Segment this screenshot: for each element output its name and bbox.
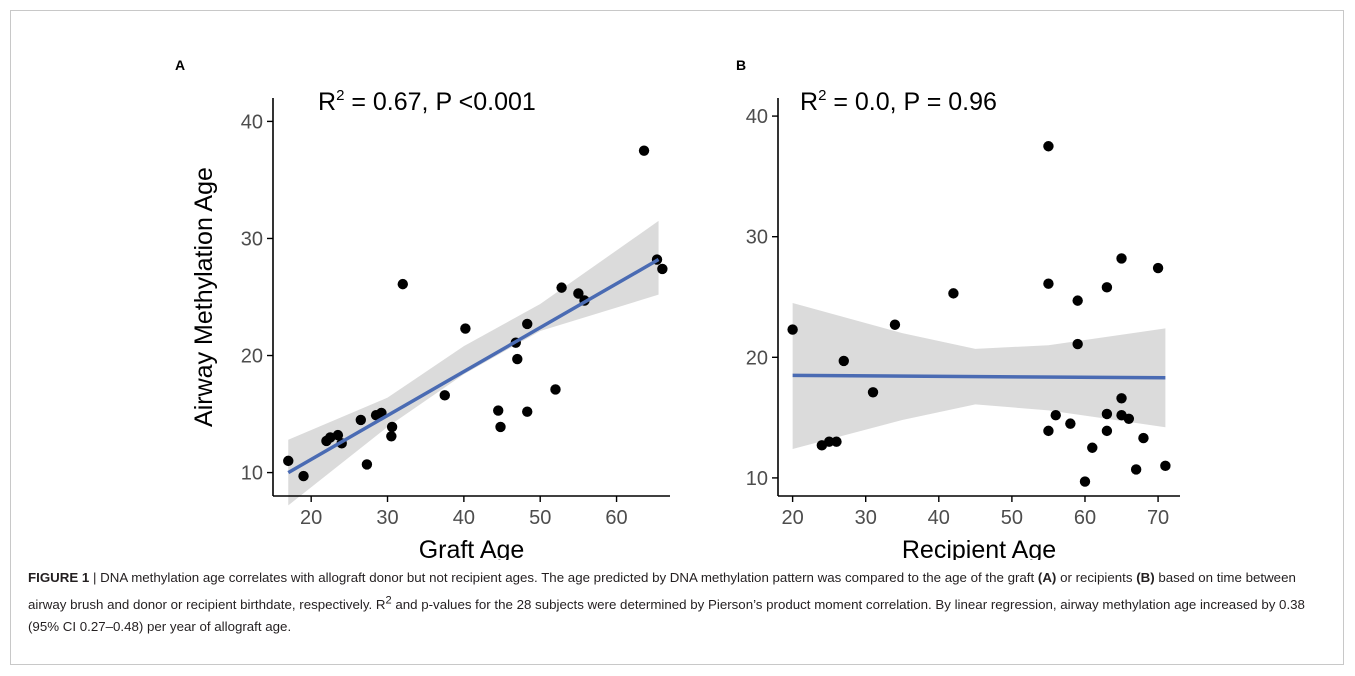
x-tick-label: 60 [1074, 507, 1096, 529]
figure-frame [10, 10, 1344, 665]
y-tick-label: 40 [241, 111, 263, 133]
data-point [1072, 338, 1083, 350]
data-point [1072, 295, 1083, 306]
data-point [1130, 464, 1142, 475]
x-tick-label: 20 [300, 507, 322, 529]
data-point [512, 353, 523, 365]
data-point [831, 436, 842, 447]
data-point [1043, 425, 1054, 437]
data-point [1087, 442, 1098, 453]
y-tick-label: 30 [746, 227, 768, 249]
data-point [522, 318, 533, 330]
data-point [948, 288, 959, 299]
data-point [638, 145, 650, 156]
x-tick-label: 30 [376, 507, 398, 529]
x-tick-label: 70 [1147, 507, 1169, 529]
data-point [889, 319, 901, 330]
data-point [355, 414, 366, 426]
data-point [386, 431, 397, 442]
data-point [1116, 253, 1127, 264]
x-tick-label: 30 [855, 507, 877, 529]
y-tick-label: 20 [241, 346, 263, 368]
data-point [460, 323, 471, 334]
data-point [1065, 418, 1076, 429]
data-point [439, 390, 450, 401]
y-tick-label: 10 [241, 463, 263, 485]
x-tick-label: 40 [453, 507, 475, 529]
x-tick-label: 50 [529, 507, 551, 529]
data-point [1050, 409, 1061, 421]
caption-lead: FIGURE 1 [28, 570, 90, 585]
data-point [787, 324, 798, 335]
regression-line [287, 258, 660, 475]
data-point [361, 459, 373, 470]
data-point [1152, 262, 1164, 274]
data-point [332, 429, 344, 441]
y-tick-label: 40 [746, 106, 768, 128]
stat-annotation: R2 = 0.67, P <0.001 [318, 87, 536, 116]
data-point [1116, 393, 1127, 404]
x-axis-title: Graft Age [419, 536, 525, 560]
panel-b: B 20 30 40 50 60 70 10 20 30 40 R2 = 0.0, P = 0.96 R… [736, 57, 1180, 560]
data-point [283, 455, 294, 467]
y-tick-label: 20 [746, 347, 768, 369]
y-tick-label: 10 [746, 468, 768, 490]
y-axis-title: Airway Methylation Age [190, 167, 218, 427]
panel-a: A 20 30 40 50 60 10 20 30 40 R2 = 0.67, P <0.001 Gr… [175, 57, 670, 560]
data-point [298, 470, 309, 482]
x-tick-label: 60 [605, 507, 627, 529]
stat-annotation: R2 = 0.0, P = 0.96 [800, 87, 997, 116]
data-point [1138, 432, 1149, 444]
data-point [1101, 408, 1113, 420]
data-point [657, 263, 668, 275]
y-tick-label: 30 [241, 228, 263, 250]
figure-caption: FIGURE 1 | DNA methylation age correlate… [28, 567, 1328, 639]
data-point [1079, 476, 1091, 487]
data-point [397, 278, 408, 290]
data-point [838, 355, 849, 367]
data-point [495, 421, 506, 433]
data-point [1123, 413, 1135, 425]
panel-letter: A [175, 57, 185, 73]
data-point [493, 405, 504, 416]
data-point [1043, 141, 1054, 152]
confidence-band [288, 220, 659, 506]
data-point [867, 387, 879, 398]
caption-body: | DNA methylation age correlates with al… [28, 570, 1305, 635]
data-point [386, 421, 398, 433]
data-point [573, 288, 584, 299]
data-point [1043, 278, 1054, 289]
panel-letter: B [736, 57, 746, 73]
data-point [550, 384, 561, 395]
data-point [1101, 282, 1113, 293]
regression-line [792, 373, 1166, 380]
data-point [522, 406, 533, 417]
figure-charts: A 20 30 40 50 60 10 20 30 40 R2 = 0.67, P <0.001 Gr… [175, 57, 1180, 560]
x-axis-title: Recipient Age [902, 536, 1056, 560]
x-tick-label: 40 [928, 507, 950, 529]
data-point [1101, 425, 1113, 437]
data-point [1160, 460, 1171, 472]
data-point [556, 282, 567, 293]
x-tick-label: 20 [781, 507, 803, 529]
data-point [823, 436, 835, 447]
x-tick-label: 50 [1001, 507, 1023, 529]
